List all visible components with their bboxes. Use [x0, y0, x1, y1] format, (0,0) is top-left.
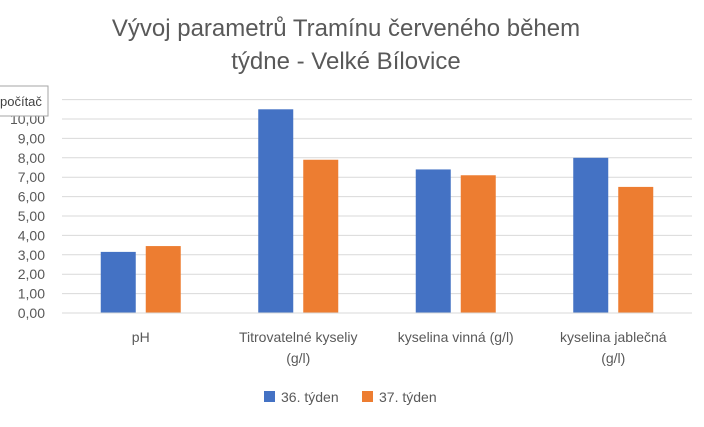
- legend-label: 37. týden: [379, 389, 437, 405]
- x-axis-categories: pH Titrovatelné kyseliy (g/l) kyselina vinn…: [132, 329, 667, 366]
- y-tick-label: 7,00: [18, 169, 45, 185]
- legend-swatch: [264, 391, 275, 402]
- x-category-label: Titrovatelné kyseliy: [239, 329, 358, 345]
- y-tick-label: 3,00: [18, 247, 45, 263]
- legend-label: 36. týden: [281, 389, 339, 405]
- x-category-label: kyselina vinná (g/l): [398, 329, 514, 345]
- y-tick-label: 0,00: [18, 305, 45, 321]
- tooltip-box: [0, 85, 49, 117]
- bar: [415, 169, 451, 313]
- y-tick-label: 4,00: [18, 227, 45, 243]
- bar: [145, 246, 181, 313]
- bar: [258, 109, 294, 313]
- legend: 36. týden 37. týden: [264, 389, 437, 405]
- chart-title-line: týdne - Velké Bílovice: [231, 48, 460, 75]
- x-category-label: (g/l): [286, 350, 310, 366]
- legend-swatch: [362, 391, 373, 402]
- bar: [618, 186, 654, 313]
- chart-title: Vývoj parametrů Tramínu červeného během t…: [112, 15, 580, 75]
- tooltip-text: počítač: [0, 94, 42, 109]
- y-tick-label: 9,00: [18, 130, 45, 146]
- y-tick-label: 2,00: [18, 266, 45, 282]
- bar: [303, 159, 339, 313]
- y-tick-label: 1,00: [18, 286, 45, 302]
- y-axis-ticks: 0,00 1,00 2,00 3,00 4,00 5,00 6,00 7,00 8,00 9,00…: [10, 111, 45, 321]
- bar: [100, 251, 136, 313]
- x-category-label: (g/l): [601, 350, 625, 366]
- bar: [460, 175, 496, 313]
- y-tick-label: 6,00: [18, 189, 45, 205]
- bar: [573, 157, 609, 313]
- y-tick-label: 5,00: [18, 208, 45, 224]
- x-category-label: kyselina jablečná: [560, 329, 667, 345]
- bars: [100, 109, 654, 313]
- chart-title-line: Vývoj parametrů Tramínu červeného během: [112, 15, 580, 42]
- tooltip: počítač: [0, 85, 49, 117]
- x-category-label: pH: [132, 329, 150, 345]
- y-tick-label: 8,00: [18, 150, 45, 166]
